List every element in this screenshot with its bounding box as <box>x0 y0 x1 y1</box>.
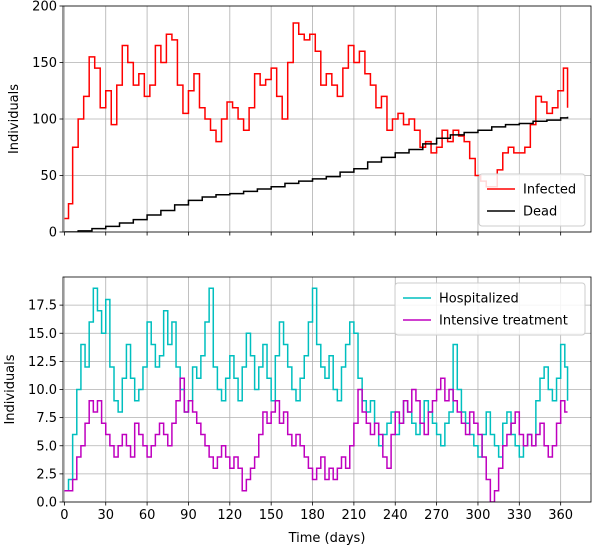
top-panel: 0 50 100 150 200 Individuals Infected Dead <box>7 0 592 241</box>
chart2-y-tick-label: 15.0 <box>28 327 57 342</box>
chart2-x-tick-label: 360 <box>548 508 573 523</box>
chart2-y-tick-label: 7.5 <box>36 411 57 426</box>
chart1-y-tick-label: 100 <box>32 113 57 128</box>
chart2-x-tick-label: 210 <box>341 508 366 523</box>
chart1-legend: Infected Dead <box>478 173 586 227</box>
chart1-legend-label-infected: Infected <box>523 183 576 198</box>
chart1-legend-label-dead: Dead <box>523 205 557 220</box>
chart2-x-tick-label: 180 <box>300 508 325 523</box>
chart2-x-tick-label: 30 <box>97 508 114 523</box>
chart2-series-intensive-treatment-line <box>64 377 568 502</box>
chart1-y-tick-label: 50 <box>40 169 57 184</box>
chart2-x-tick-label: 330 <box>507 508 532 523</box>
chart2-x-axis-label: Time (days) <box>288 531 366 546</box>
chart2-y-tick-label: 0.0 <box>36 496 57 511</box>
bottom-panel: 0 30 60 90 120 150 180 210 240 270 300 330 360 0.0 2.5… <box>3 276 592 546</box>
chart2-legend: Hospitalized Intensive treatment <box>394 282 586 336</box>
chart1-y-axis-label: Individuals <box>7 84 22 154</box>
chart2-y-tick-label: 2.5 <box>36 467 57 482</box>
chart2-x-tick-label: 300 <box>466 508 491 523</box>
chart2-y-tick-label: 5.0 <box>36 439 57 454</box>
chart2-legend-label-intensive-treatment: Intensive treatment <box>439 314 568 329</box>
chart1-y-tick-label: 0 <box>49 226 57 241</box>
chart1-y-tick-label: 200 <box>32 0 57 15</box>
chart1-y-tick-label: 150 <box>32 56 57 71</box>
chart2-legend-label-hospitalized: Hospitalized <box>439 292 519 307</box>
chart2-y-tick-label: 10.0 <box>28 383 57 398</box>
chart2-x-tick-label: 0 <box>60 508 68 523</box>
chart2-x-tick-label: 120 <box>217 508 242 523</box>
chart2-y-tick-label: 12.5 <box>28 355 57 370</box>
chart2-legend-box <box>394 282 586 336</box>
chart2-x-tick-label: 270 <box>424 508 449 523</box>
chart2-x-tick-label: 60 <box>139 508 156 523</box>
chart2-x-tick-label: 150 <box>259 508 284 523</box>
chart2-x-tick-label: 240 <box>383 508 408 523</box>
chart2-y-axis-label: Individuals <box>3 354 18 424</box>
chart1-legend-box <box>478 173 586 227</box>
chart2-x-tick-label: 90 <box>180 508 197 523</box>
chart2-series-hospitalized-line <box>64 287 569 492</box>
chart1-series-dead-line <box>64 116 569 232</box>
chart2-y-tick-label: 17.5 <box>28 299 57 314</box>
